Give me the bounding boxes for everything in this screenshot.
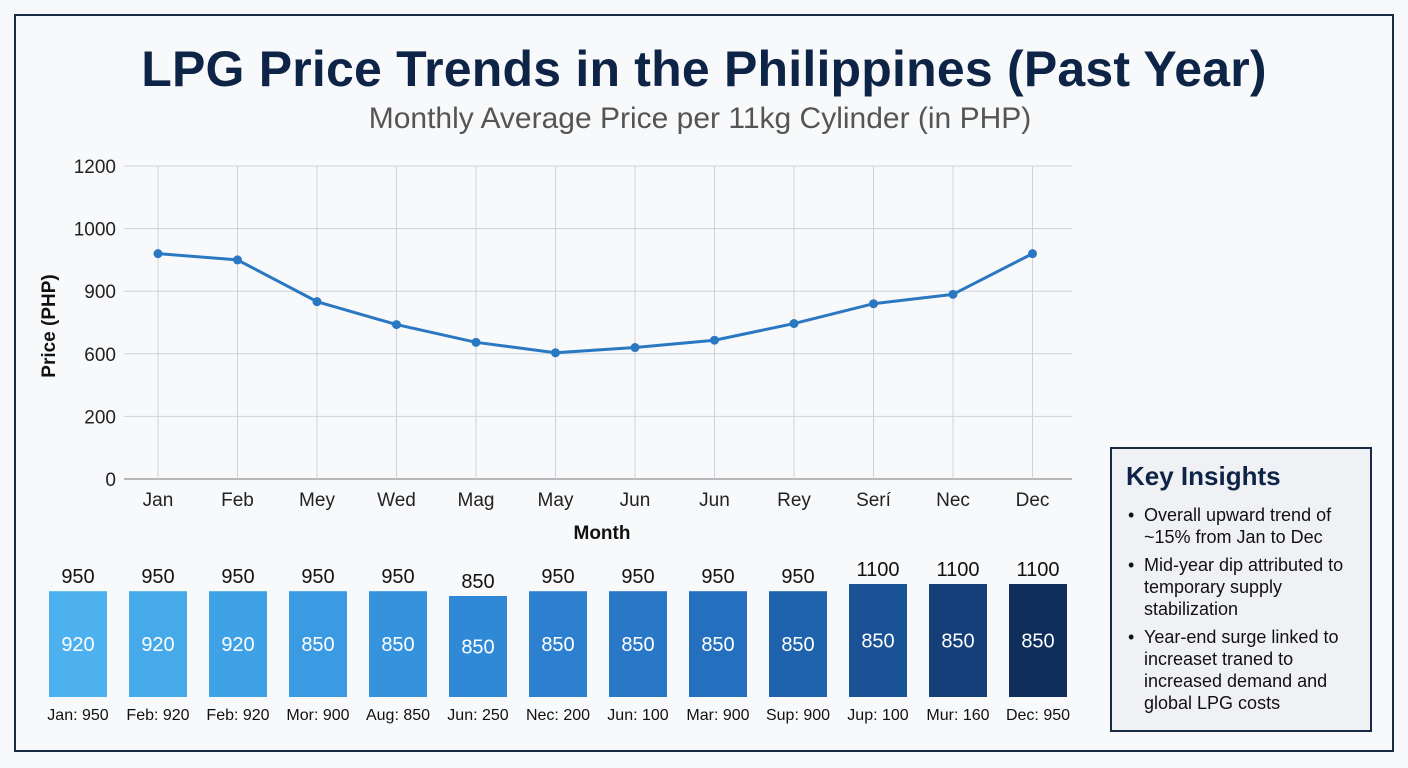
x-tick-label: Serí <box>856 490 892 511</box>
bar-top-label: 1100 <box>1016 559 1059 581</box>
data-point <box>710 335 719 345</box>
bar-bottom-label: Feb: 920 <box>126 707 189 724</box>
y-tick-label: 0 <box>105 470 116 491</box>
bar <box>289 591 347 697</box>
insight-item: Mid-year dip attributed to temporary sup… <box>1126 554 1358 620</box>
grid-lines <box>124 165 1072 480</box>
bar-inner-label: 850 <box>301 634 334 656</box>
x-axis-title: Month <box>574 523 631 544</box>
bar-bottom-label: Jun: 250 <box>447 707 508 724</box>
bar-bottom-label: Jup: 100 <box>847 707 908 724</box>
bar-top-label: 950 <box>221 566 254 588</box>
bar-bottom-label: Jan: 950 <box>47 707 108 724</box>
bar-bottom-label: Nec: 200 <box>526 707 590 724</box>
bar-top-label: 950 <box>621 566 654 588</box>
bar <box>769 591 827 697</box>
insight-item: Year-end surge linked to increaset trane… <box>1126 626 1358 714</box>
x-tick-label: Jan <box>143 490 174 511</box>
x-tick-label: Jun <box>620 490 651 511</box>
chart-title: LPG Price Trends in the Philippines (Pas… <box>141 41 1267 97</box>
y-tick-label: 1000 <box>74 220 116 241</box>
bar <box>49 591 107 697</box>
bar <box>529 591 587 697</box>
bar-inner-label: 850 <box>861 631 894 653</box>
bar <box>129 591 187 697</box>
bar-inner-label: 850 <box>381 634 414 656</box>
y-axis-title: Price (PHP) <box>39 274 60 377</box>
key-insights-panel: Key Insights Overall upward trend of ~15… <box>1110 447 1372 732</box>
data-point <box>153 249 163 259</box>
bar-bottom-label: Aug: 850 <box>366 707 430 724</box>
bar-inner-label: 850 <box>621 634 654 656</box>
bar-bottom-label: Feb: 920 <box>206 707 269 724</box>
bar <box>369 591 427 697</box>
bar-top-label: 1100 <box>936 559 979 581</box>
bar <box>849 584 907 697</box>
chart-subtitle: Monthly Average Price per 11kg Cylinder … <box>368 102 1032 135</box>
data-point <box>789 319 799 329</box>
bar <box>689 591 747 697</box>
data-point <box>869 299 878 309</box>
data-point <box>471 337 481 347</box>
bar-inner-label: 850 <box>541 634 574 656</box>
data-point <box>233 255 242 265</box>
data-point <box>312 297 322 307</box>
price-line <box>157 252 1034 355</box>
bar-top-label: 950 <box>381 566 414 588</box>
bar-top-label: 950 <box>701 566 734 588</box>
bar <box>449 596 507 697</box>
bar <box>609 591 667 697</box>
bar-inner-label: 920 <box>221 634 254 656</box>
bar <box>1009 584 1067 697</box>
insight-item: Overall upward trend of ~15% from Jan to… <box>1126 504 1358 548</box>
bar-bottom-label: Sup: 900 <box>766 707 830 724</box>
y-axis-ticks: 0 200 600 900 1000 1200 <box>74 157 116 491</box>
y-tick-label: 1200 <box>74 157 116 178</box>
bar-top-label: 950 <box>781 566 814 588</box>
x-tick-label: Feb <box>221 490 254 511</box>
data-point <box>948 289 958 299</box>
bar-inner-label: 850 <box>461 637 494 659</box>
bar-inner-label: 850 <box>781 634 814 656</box>
bar-inner-label: 920 <box>141 634 174 656</box>
data-point <box>551 348 560 358</box>
bar-bottom-label: Jun: 100 <box>607 707 668 724</box>
x-tick-label: Nec <box>936 490 970 511</box>
x-tick-label: Jun <box>699 490 730 511</box>
bar-bottom-label: Mor: 900 <box>286 707 349 724</box>
bar-top-label: 1100 <box>856 559 899 581</box>
bar <box>929 584 987 697</box>
x-tick-label: Mey <box>299 490 335 511</box>
x-tick-label: Rey <box>777 490 811 511</box>
x-tick-label: May <box>538 490 574 511</box>
y-tick-label: 900 <box>84 282 116 303</box>
x-axis-ticks: Jan Feb Mey Wed Mag May Jun Jun Rey Serí Nec Dec <box>143 490 1050 511</box>
bar-top-label: 950 <box>141 566 174 588</box>
bar-bottom-label: Mur: 160 <box>926 707 989 724</box>
bar-row: 950 920 Jan: 950 950 920 Feb: 920 950 920 Feb: 9… <box>47 559 1070 724</box>
bar-inner-label: 850 <box>701 634 734 656</box>
bar-bottom-label: Dec: 950 <box>1006 707 1070 724</box>
bar <box>209 591 267 697</box>
bar-top-label: 850 <box>461 571 494 593</box>
data-point <box>630 343 640 353</box>
bar-top-label: 950 <box>301 566 334 588</box>
bar-top-label: 950 <box>61 566 94 588</box>
x-tick-label: Mag <box>458 490 495 511</box>
y-tick-label: 200 <box>84 407 116 428</box>
x-tick-label: Wed <box>377 490 416 511</box>
bar-inner-label: 920 <box>61 634 94 656</box>
data-point <box>1028 249 1037 259</box>
insights-list: Overall upward trend of ~15% from Jan to… <box>1126 504 1358 714</box>
bar-top-label: 950 <box>541 566 574 588</box>
bar-bottom-label: Mar: 900 <box>686 707 749 724</box>
y-tick-label: 600 <box>84 345 116 366</box>
bar-inner-label: 850 <box>1021 631 1054 653</box>
insights-heading: Key Insights <box>1126 461 1281 491</box>
x-tick-label: Dec <box>1016 490 1050 511</box>
bar-inner-label: 850 <box>941 631 974 653</box>
data-point <box>392 320 401 330</box>
line-series <box>153 249 1037 358</box>
